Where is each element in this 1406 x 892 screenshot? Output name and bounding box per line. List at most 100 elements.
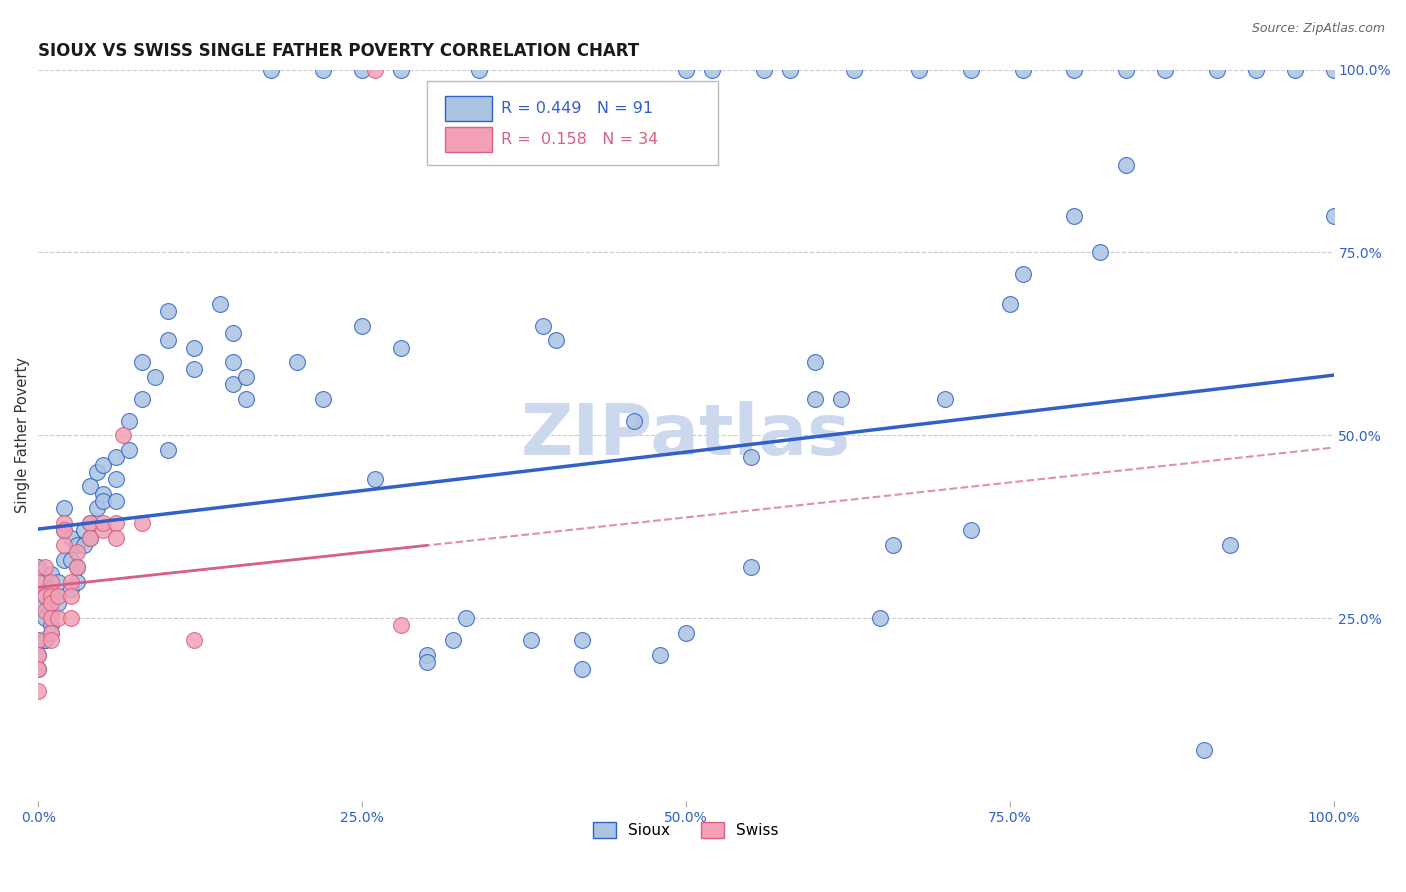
Point: [27, 632, 49, 647]
Point: [105, 472, 128, 486]
Point: [1244, 62, 1267, 77]
Point: [389, 62, 412, 77]
Point: [364, 472, 387, 486]
Point: [675, 625, 697, 640]
Point: [221, 355, 243, 369]
FancyBboxPatch shape: [427, 80, 718, 165]
Point: [34, 560, 56, 574]
Point: [467, 62, 489, 77]
Point: [1219, 538, 1241, 552]
Point: [39, 567, 62, 582]
Point: [118, 442, 141, 457]
Text: ZIPatlas: ZIPatlas: [520, 401, 851, 470]
Point: [34, 574, 56, 589]
Point: [131, 355, 153, 369]
Point: [39, 589, 62, 603]
Point: [105, 531, 128, 545]
Point: [66, 560, 89, 574]
Point: [59, 589, 82, 603]
Point: [46, 611, 69, 625]
Point: [156, 333, 179, 347]
Point: [700, 62, 723, 77]
Point: [1115, 158, 1137, 172]
Text: SIOUX VS SWISS SINGLE FATHER POVERTY CORRELATION CHART: SIOUX VS SWISS SINGLE FATHER POVERTY COR…: [38, 42, 640, 60]
Point: [235, 369, 257, 384]
Point: [1322, 209, 1344, 223]
Point: [752, 62, 775, 77]
Point: [1011, 268, 1033, 282]
Point: [1192, 742, 1215, 756]
Point: [312, 392, 335, 406]
Point: [1115, 62, 1137, 77]
Point: [66, 560, 89, 574]
Point: [27, 662, 49, 676]
Point: [39, 589, 62, 603]
Point: [1063, 62, 1085, 77]
Point: [27, 632, 49, 647]
Point: [53, 501, 76, 516]
Point: [66, 574, 89, 589]
Point: [740, 560, 762, 574]
Point: [235, 392, 257, 406]
Point: [34, 632, 56, 647]
Point: [740, 450, 762, 465]
Point: [105, 516, 128, 530]
Y-axis label: Single Father Poverty: Single Father Poverty: [15, 358, 30, 513]
Point: [39, 611, 62, 625]
Point: [1284, 62, 1306, 77]
Point: [73, 538, 96, 552]
Point: [79, 479, 101, 493]
Point: [208, 296, 231, 310]
Point: [1063, 209, 1085, 223]
Point: [779, 62, 801, 77]
Point: [623, 414, 645, 428]
Point: [46, 589, 69, 603]
Point: [312, 62, 335, 77]
Point: [416, 648, 439, 662]
FancyBboxPatch shape: [446, 96, 492, 120]
Point: [1154, 62, 1177, 77]
Point: [86, 465, 108, 479]
Point: [59, 531, 82, 545]
Point: [27, 597, 49, 611]
Point: [53, 516, 76, 530]
Point: [34, 604, 56, 618]
Point: [59, 582, 82, 596]
Legend: Sioux, Swiss: Sioux, Swiss: [588, 816, 785, 845]
Point: [39, 574, 62, 589]
Point: [221, 377, 243, 392]
Point: [804, 355, 827, 369]
Point: [27, 574, 49, 589]
Point: [79, 516, 101, 530]
Point: [59, 611, 82, 625]
Point: [830, 392, 852, 406]
Point: [111, 428, 134, 442]
Point: [960, 524, 983, 538]
Point: [221, 326, 243, 340]
Point: [441, 632, 464, 647]
Point: [882, 538, 904, 552]
Point: [53, 524, 76, 538]
Point: [39, 625, 62, 640]
Point: [86, 501, 108, 516]
Point: [46, 574, 69, 589]
Point: [79, 531, 101, 545]
Point: [364, 62, 387, 77]
Point: [34, 632, 56, 647]
Point: [287, 355, 309, 369]
Point: [908, 62, 931, 77]
Point: [66, 538, 89, 552]
Point: [53, 538, 76, 552]
Point: [416, 655, 439, 669]
Point: [91, 494, 114, 508]
Point: [79, 516, 101, 530]
Point: [39, 625, 62, 640]
Point: [46, 589, 69, 603]
Point: [91, 516, 114, 530]
Point: [869, 611, 891, 625]
Point: [91, 487, 114, 501]
Point: [34, 611, 56, 625]
Point: [260, 62, 283, 77]
Point: [998, 296, 1021, 310]
Point: [39, 604, 62, 618]
